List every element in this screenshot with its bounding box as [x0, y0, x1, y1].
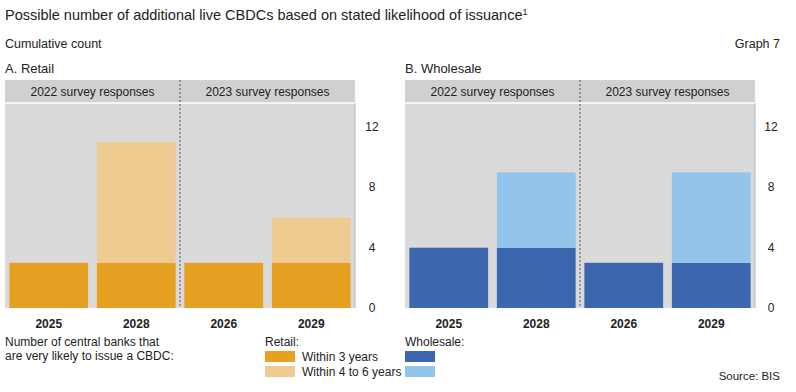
bar-segment: [584, 263, 663, 308]
group-label: 2023 survey responses: [605, 85, 729, 99]
bar-segment: [9, 262, 88, 263]
x-tick-label: 2028: [523, 317, 550, 331]
bar-segment: [272, 218, 351, 263]
group-header-rule: [5, 102, 355, 104]
title-footnote: 1: [522, 7, 527, 17]
plot-background: [405, 80, 755, 308]
legend-swatch: [405, 351, 435, 362]
legend-caption: Number of central banks that: [5, 335, 160, 349]
legend-title: Wholesale:: [405, 335, 464, 349]
legend: Wholesale:: [405, 335, 464, 377]
panel-title: A. Retail: [5, 61, 54, 76]
source-note: Source: BIS: [719, 370, 781, 382]
bar-segment: [9, 263, 88, 308]
y-tick-label: 12: [365, 120, 379, 134]
figure-title: Possible number of additional live CBDCs…: [5, 7, 527, 23]
value-axis-line: [755, 103, 756, 308]
legend: Retail:Within 3 yearsWithin 4 to 6 years: [265, 335, 401, 379]
panel-title: B. Wholesale: [405, 61, 482, 76]
bar-segment: [672, 263, 751, 308]
legend-label: Within 4 to 6 years: [302, 365, 401, 379]
legend-label: Within 3 years: [302, 350, 378, 364]
legend-swatch: [405, 366, 435, 377]
bar-segment: [272, 263, 351, 308]
bar-segment: [184, 262, 263, 263]
bars: [9, 142, 350, 308]
bar-segment: [97, 263, 176, 308]
bar-segment: [184, 263, 263, 308]
bar-segment: [409, 247, 488, 248]
x-tick-label: 2029: [298, 317, 325, 331]
bar-segment: [584, 262, 663, 263]
x-tick-label: 2026: [610, 317, 637, 331]
y-tick-label: 12: [764, 120, 778, 134]
group-separator: [580, 80, 581, 308]
group-header-band: [405, 80, 755, 103]
bar-segment: [497, 172, 576, 247]
subtitle: Cumulative count: [5, 37, 102, 51]
legend-caption: are very likely to issue a CBDC:: [5, 349, 174, 363]
x-tick-label: 2026: [210, 317, 237, 331]
y-tick-label: 0: [369, 301, 376, 315]
graph-label: Graph 7: [735, 37, 780, 51]
group-label: 2022 survey responses: [30, 85, 154, 99]
plot-background: [5, 80, 355, 308]
bar-segment: [409, 248, 488, 308]
value-axis-line: [355, 103, 356, 308]
bars: [409, 172, 750, 308]
panel: A. Retail 0 4 8 12 2022 survey responses 2023 …: [5, 61, 379, 331]
chart-figure: Possible number of additional live CBDCs…: [0, 0, 796, 392]
title-text: Possible number of additional live CBDCs…: [5, 7, 522, 23]
bar-segment: [97, 142, 176, 263]
y-tick-label: 4: [369, 241, 376, 255]
y-tick-label: 8: [768, 180, 775, 194]
y-tick-label: 4: [768, 241, 775, 255]
x-tick-label: 2029: [698, 317, 725, 331]
legend-title: Retail:: [265, 335, 299, 349]
group-header-band: [5, 80, 355, 103]
x-tick-label: 2025: [35, 317, 62, 331]
legend-swatch: [265, 351, 295, 362]
y-tick-label: 8: [369, 180, 376, 194]
x-tick-label: 2025: [435, 317, 462, 331]
group-header-rule: [405, 102, 755, 104]
x-tick-label: 2028: [123, 317, 150, 331]
group-label: 2023 survey responses: [205, 85, 329, 99]
legend-swatch: [265, 366, 295, 377]
y-tick-label: 0: [768, 301, 775, 315]
group-separator: [180, 80, 181, 308]
panel: B. Wholesale 0 4 8 12 2022 survey responses 20…: [405, 61, 778, 331]
bar-segment: [672, 172, 751, 262]
bar-segment: [497, 248, 576, 308]
group-label: 2022 survey responses: [430, 85, 554, 99]
